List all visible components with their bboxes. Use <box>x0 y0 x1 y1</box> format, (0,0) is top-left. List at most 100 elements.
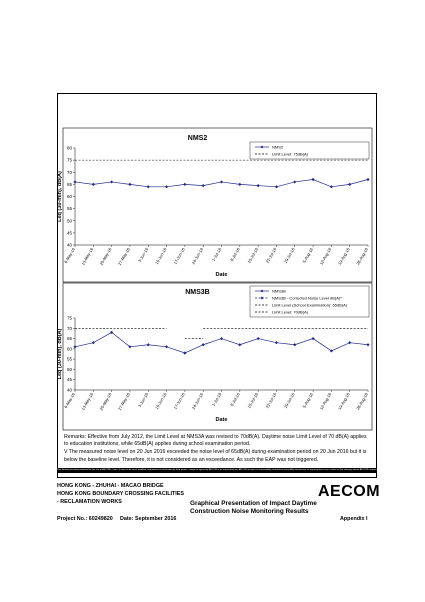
data-point <box>128 182 132 186</box>
x-tick-label: 12-Aug-16 <box>319 391 333 410</box>
y-tick-label: 50 <box>67 367 73 372</box>
data-point <box>366 343 370 347</box>
legend-marker <box>260 289 264 293</box>
data-point <box>348 341 352 345</box>
x-tick-label: 10-Jun-16 <box>154 246 168 265</box>
x-tick-label: 6-May-16 <box>63 391 76 409</box>
x-tick-label: 17-Jun-16 <box>172 391 186 410</box>
x-tick-label: 1-Jul-16 <box>211 391 223 407</box>
x-tick-label: 13-May-16 <box>80 246 94 266</box>
data-point <box>146 343 150 347</box>
legend-label: NMS2 <box>272 145 284 150</box>
data-point <box>201 343 205 347</box>
data-point <box>183 182 187 186</box>
data-point <box>293 343 297 347</box>
data-point <box>201 183 205 188</box>
x-tick-label: 29-Jul-16 <box>283 391 296 409</box>
data-point <box>238 343 242 347</box>
data-point <box>366 177 370 182</box>
x-tick-label: 19-Aug-16 <box>337 246 351 265</box>
data-point <box>128 345 132 349</box>
x-tick-label: 6-May-16 <box>63 246 76 264</box>
y-tick-label: 55 <box>67 357 73 362</box>
page-frame <box>57 93 377 478</box>
legend-label: Limit Level: 70dB(A) <box>272 310 309 315</box>
x-tick-label: 5-Aug-16 <box>301 246 314 263</box>
x-tick-label: 8-Jul-16 <box>229 246 241 262</box>
legend-marker <box>260 296 264 300</box>
x-tick-label: 24-Jun-16 <box>191 246 205 265</box>
y-tick-label: 40 <box>67 243 73 248</box>
appendix: Appendix I <box>340 516 368 522</box>
x-tick-label: 22-Jul-16 <box>265 391 278 409</box>
project-name: HONG KONG - ZHUHAI - MACAO BRIDGE <box>57 483 164 489</box>
y-tick-label: 50 <box>67 218 73 223</box>
x-tick-label: 17-Jun-16 <box>172 246 186 265</box>
legend-label: NMS3B <box>272 289 286 294</box>
x-tick-label: 22-Jul-16 <box>265 246 278 264</box>
data-point <box>110 180 114 184</box>
y-tick-label: 70 <box>67 170 73 175</box>
data-point <box>146 185 150 189</box>
x-tick-label: 8-Jul-16 <box>229 391 241 407</box>
data-point <box>219 180 224 184</box>
x-tick-label: 1-Jul-16 <box>211 246 223 262</box>
chart-title: NMS2 <box>188 135 208 142</box>
x-tick-label: 10-Jun-16 <box>154 391 168 410</box>
x-tick-label: 24-Jun-16 <box>191 391 205 410</box>
data-point <box>256 336 260 341</box>
data-point <box>110 330 114 334</box>
data-point <box>73 180 77 184</box>
data-point <box>183 351 187 355</box>
y-tick-label: 60 <box>67 346 73 351</box>
legend-box <box>249 141 370 160</box>
series-line <box>74 331 369 354</box>
x-tick-label: 3-Jun-16 <box>137 246 150 263</box>
data-point <box>238 182 242 186</box>
legend-label: NMS3B - Corrected Noise Level dB(A)* <box>272 296 342 301</box>
x-tick-label: 27-May-16 <box>117 246 131 266</box>
data-point <box>164 185 169 189</box>
x-tick-label: 19-Aug-16 <box>337 391 351 410</box>
data-point <box>329 349 333 353</box>
y-tick-label: 65 <box>67 182 73 187</box>
y-tick-label: 65 <box>67 336 73 341</box>
remark: V The measured noise level on 20 Jun 201… <box>64 449 367 463</box>
y-tick-label: 60 <box>67 194 73 199</box>
data-point <box>293 180 297 184</box>
data-point <box>311 336 315 341</box>
remarks: Remarks: Effective from July 2012, the L… <box>64 434 372 465</box>
x-tick-label: 12-Aug-16 <box>319 246 333 265</box>
x-tick-label: 5-Aug-16 <box>301 391 314 408</box>
x-tick-label: 13-May-16 <box>80 391 94 411</box>
x-tick-label: 20-May-16 <box>99 391 113 411</box>
x-tick-label: 15-Jul-16 <box>246 246 259 264</box>
data-point <box>91 182 95 186</box>
data-point <box>311 177 315 182</box>
disclaimer: This drawing has been prepared for the u… <box>57 468 377 473</box>
drawing-title: Construction Noise Monitoring Results <box>190 508 309 515</box>
y-axis-label: Leq (30-min), dB(A) <box>57 328 63 379</box>
chart-box <box>62 127 373 283</box>
x-tick-label: 29-Jul-16 <box>283 246 296 264</box>
x-axis-label: Date <box>216 272 228 278</box>
y-tick-label: 45 <box>67 230 73 235</box>
project-name: HONG KONG BOUNDARY CROSSING FACILITIES <box>57 491 184 497</box>
x-tick-label: 26-Aug-16 <box>355 391 369 410</box>
data-point <box>91 341 95 345</box>
data-point <box>256 183 260 188</box>
drawing-title: Graphical Presentation of Impact Daytime <box>190 500 317 507</box>
y-tick-label: 40 <box>67 388 73 393</box>
date: Date: September 2016 <box>120 516 177 522</box>
y-axis-label: Leq (30-min), dB(A) <box>57 171 63 222</box>
y-tick-label: 55 <box>67 206 73 211</box>
legend-marker <box>260 145 264 149</box>
data-point <box>348 182 352 186</box>
y-tick-label: 75 <box>67 316 73 321</box>
x-tick-label: 20-May-16 <box>99 246 113 266</box>
y-tick-label: 45 <box>67 377 73 382</box>
legend-box <box>249 285 370 318</box>
x-tick-label: 3-Jun-16 <box>137 391 150 408</box>
data-point <box>219 336 224 341</box>
